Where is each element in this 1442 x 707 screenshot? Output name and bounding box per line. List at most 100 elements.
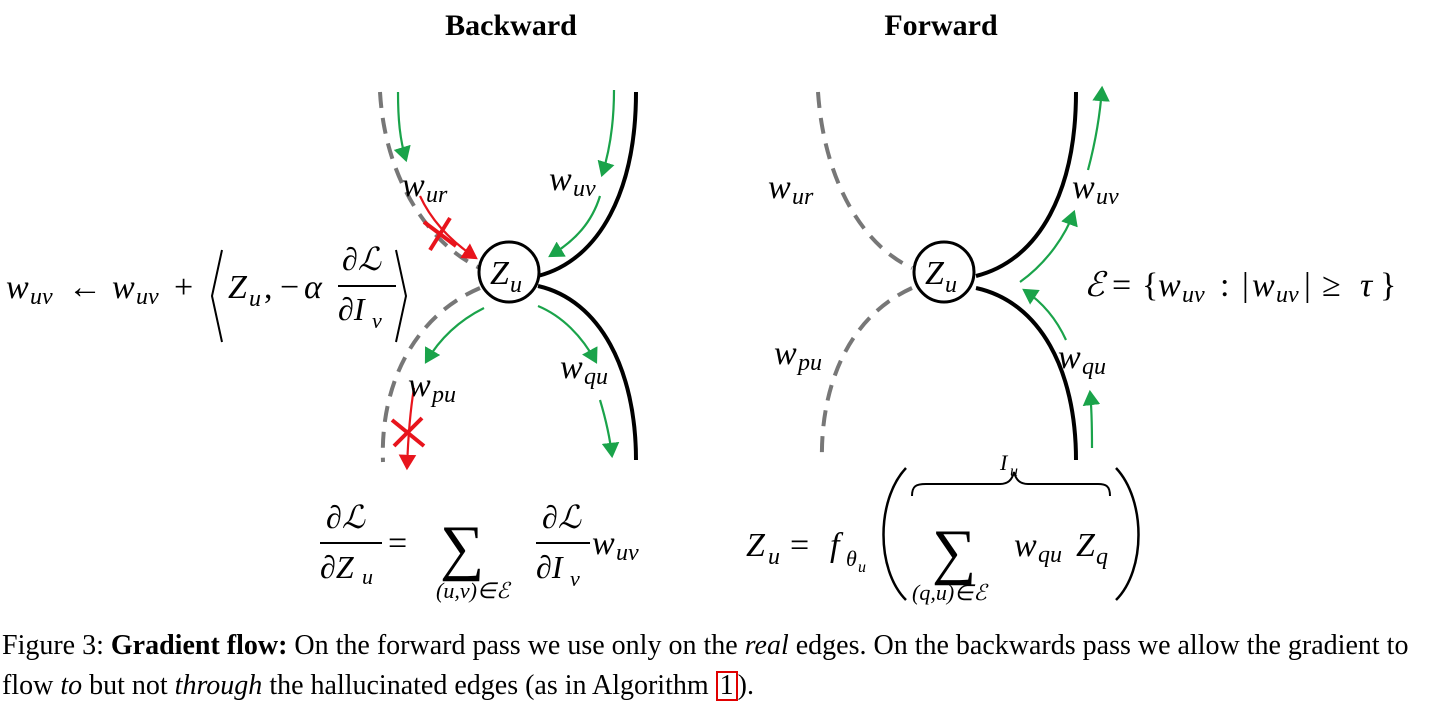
node-zu-backward [477,240,541,304]
svg-text:w: w [1072,169,1095,206]
svg-text:|: | [1242,267,1249,304]
label-w-uv-forward: w uv [1072,169,1119,210]
svg-text:=: = [790,527,809,564]
svg-text:u: u [362,564,373,589]
gradient-arrow-uv-top [597,89,616,178]
equation-gradient: ∂ℒ ∂Z u = ∑ (u,v)∈ℰ ∂ℒ ∂I v w uv [320,499,639,603]
gradient-arrow-uv-node [548,195,602,258]
svg-text:w: w [560,349,583,386]
gradient-flow-figure: Backward Forward Z u w ur [6,9,1396,605]
edge-qu-solid [537,284,638,461]
svg-text:ur: ur [792,184,814,210]
label-w-uv-backward: w uv [549,161,596,202]
caption-italic-to: to [60,670,83,701]
svg-text:w: w [1014,527,1037,564]
gradient-arrow-pu [424,307,485,364]
algorithm-ref-link[interactable]: 1 [715,671,738,701]
svg-text:w: w [408,367,431,404]
caption-text-2: edges. On the backwards pass we allow th… [2,630,1409,701]
edge-pu-dashed-forward [819,286,913,463]
svg-text:Z: Z [228,269,248,306]
caption-text-3: but not [82,670,175,701]
svg-text:,: , [264,269,273,306]
svg-text::: : [1220,267,1229,304]
svg-text:u: u [858,559,866,576]
forward-arrow-qu-node [1022,288,1068,341]
svg-text:∑: ∑ [932,518,976,586]
backward-panel: Z u w ur w uv w pu w qu [378,89,638,471]
svg-text:∂ℒ: ∂ℒ [326,499,366,535]
svg-text:∂I: ∂I [338,291,366,327]
forward-panel: Z u w ur w uv w pu w qu [768,85,1119,463]
svg-text:u: u [1010,463,1018,480]
svg-text:uv: uv [1096,184,1119,210]
svg-text:Z: Z [1076,527,1096,564]
equation-edge-set: ℰ = { w uv : | w uv | ≥ τ } [1084,267,1396,308]
svg-text:pu: pu [796,350,822,376]
svg-text:ur: ur [426,182,448,208]
svg-text:q: q [1096,544,1108,570]
svg-text:w: w [592,525,615,562]
svg-text:pu: pu [430,382,456,408]
svg-text:u: u [768,544,780,570]
gradient-arrow-ur [393,91,411,163]
svg-text:∂Z: ∂Z [320,549,355,585]
edge-qu-solid-forward [975,286,1078,461]
svg-text:Z: Z [490,255,510,292]
svg-text:u: u [249,286,261,312]
svg-text:}: } [1380,267,1396,304]
figure-caption: Figure 3: Gradient flow: On the forward … [2,626,1440,706]
svg-text:uv: uv [30,284,53,310]
edge-uv-solid [537,91,638,278]
svg-text:qu: qu [584,364,608,390]
svg-text:(u,v)∈ℰ: (u,v)∈ℰ [436,578,512,603]
svg-text:α: α [304,269,323,306]
svg-text:←: ← [68,269,102,306]
svg-text:qu: qu [1038,542,1062,568]
forward-arrow-uv-top [1086,85,1110,171]
backward-title: Backward [445,9,577,42]
svg-text:θ: θ [846,546,857,571]
edge-ur-dashed-forward [816,91,913,270]
svg-text:Z: Z [925,255,945,292]
svg-text:=: = [388,525,407,562]
caption-text-4: the hallucinated edges (as in Algorithm [262,670,716,701]
forward-arrow-qu-bottom [1082,389,1101,449]
svg-text:uv: uv [1182,282,1205,308]
label-w-pu-backward: w pu [408,367,456,408]
svg-text:w: w [112,269,135,306]
svg-text:∂I: ∂I [536,549,564,585]
gradient-arrow-qu-node [537,304,598,364]
svg-text:∑: ∑ [440,514,484,582]
label-w-pu-forward: w pu [774,335,822,376]
svg-text:∂ℒ: ∂ℒ [542,499,582,535]
caption-prefix: Figure 3: [2,630,111,661]
svg-text:τ: τ [1360,267,1374,304]
svg-text:w: w [774,335,797,372]
svg-text:uv: uv [573,176,596,202]
svg-text:w: w [402,167,425,204]
svg-text:f: f [830,527,844,564]
svg-text:+: + [174,269,193,306]
svg-text:w: w [768,169,791,206]
svg-text:v: v [372,308,382,333]
svg-text:v: v [570,566,580,591]
svg-text:w: w [549,161,572,198]
svg-text:w: w [1252,267,1275,304]
svg-text:=: = [1112,267,1131,304]
svg-text:{: { [1142,267,1158,304]
svg-text:uv: uv [616,540,639,566]
blocked-cross-pu [390,416,426,448]
caption-bold: Gradient flow: [110,630,288,661]
label-w-ur-backward: w ur [402,167,448,208]
edge-uv-solid-forward [975,91,1078,278]
node-zu-forward [912,240,976,304]
forward-arrow-uv-node [1019,209,1078,283]
svg-text:u: u [510,272,522,298]
svg-text:w: w [6,269,29,306]
svg-text:u: u [945,272,957,298]
svg-text:I: I [999,450,1009,475]
caption-italic-through: through [174,670,263,701]
svg-text:uv: uv [136,284,159,310]
